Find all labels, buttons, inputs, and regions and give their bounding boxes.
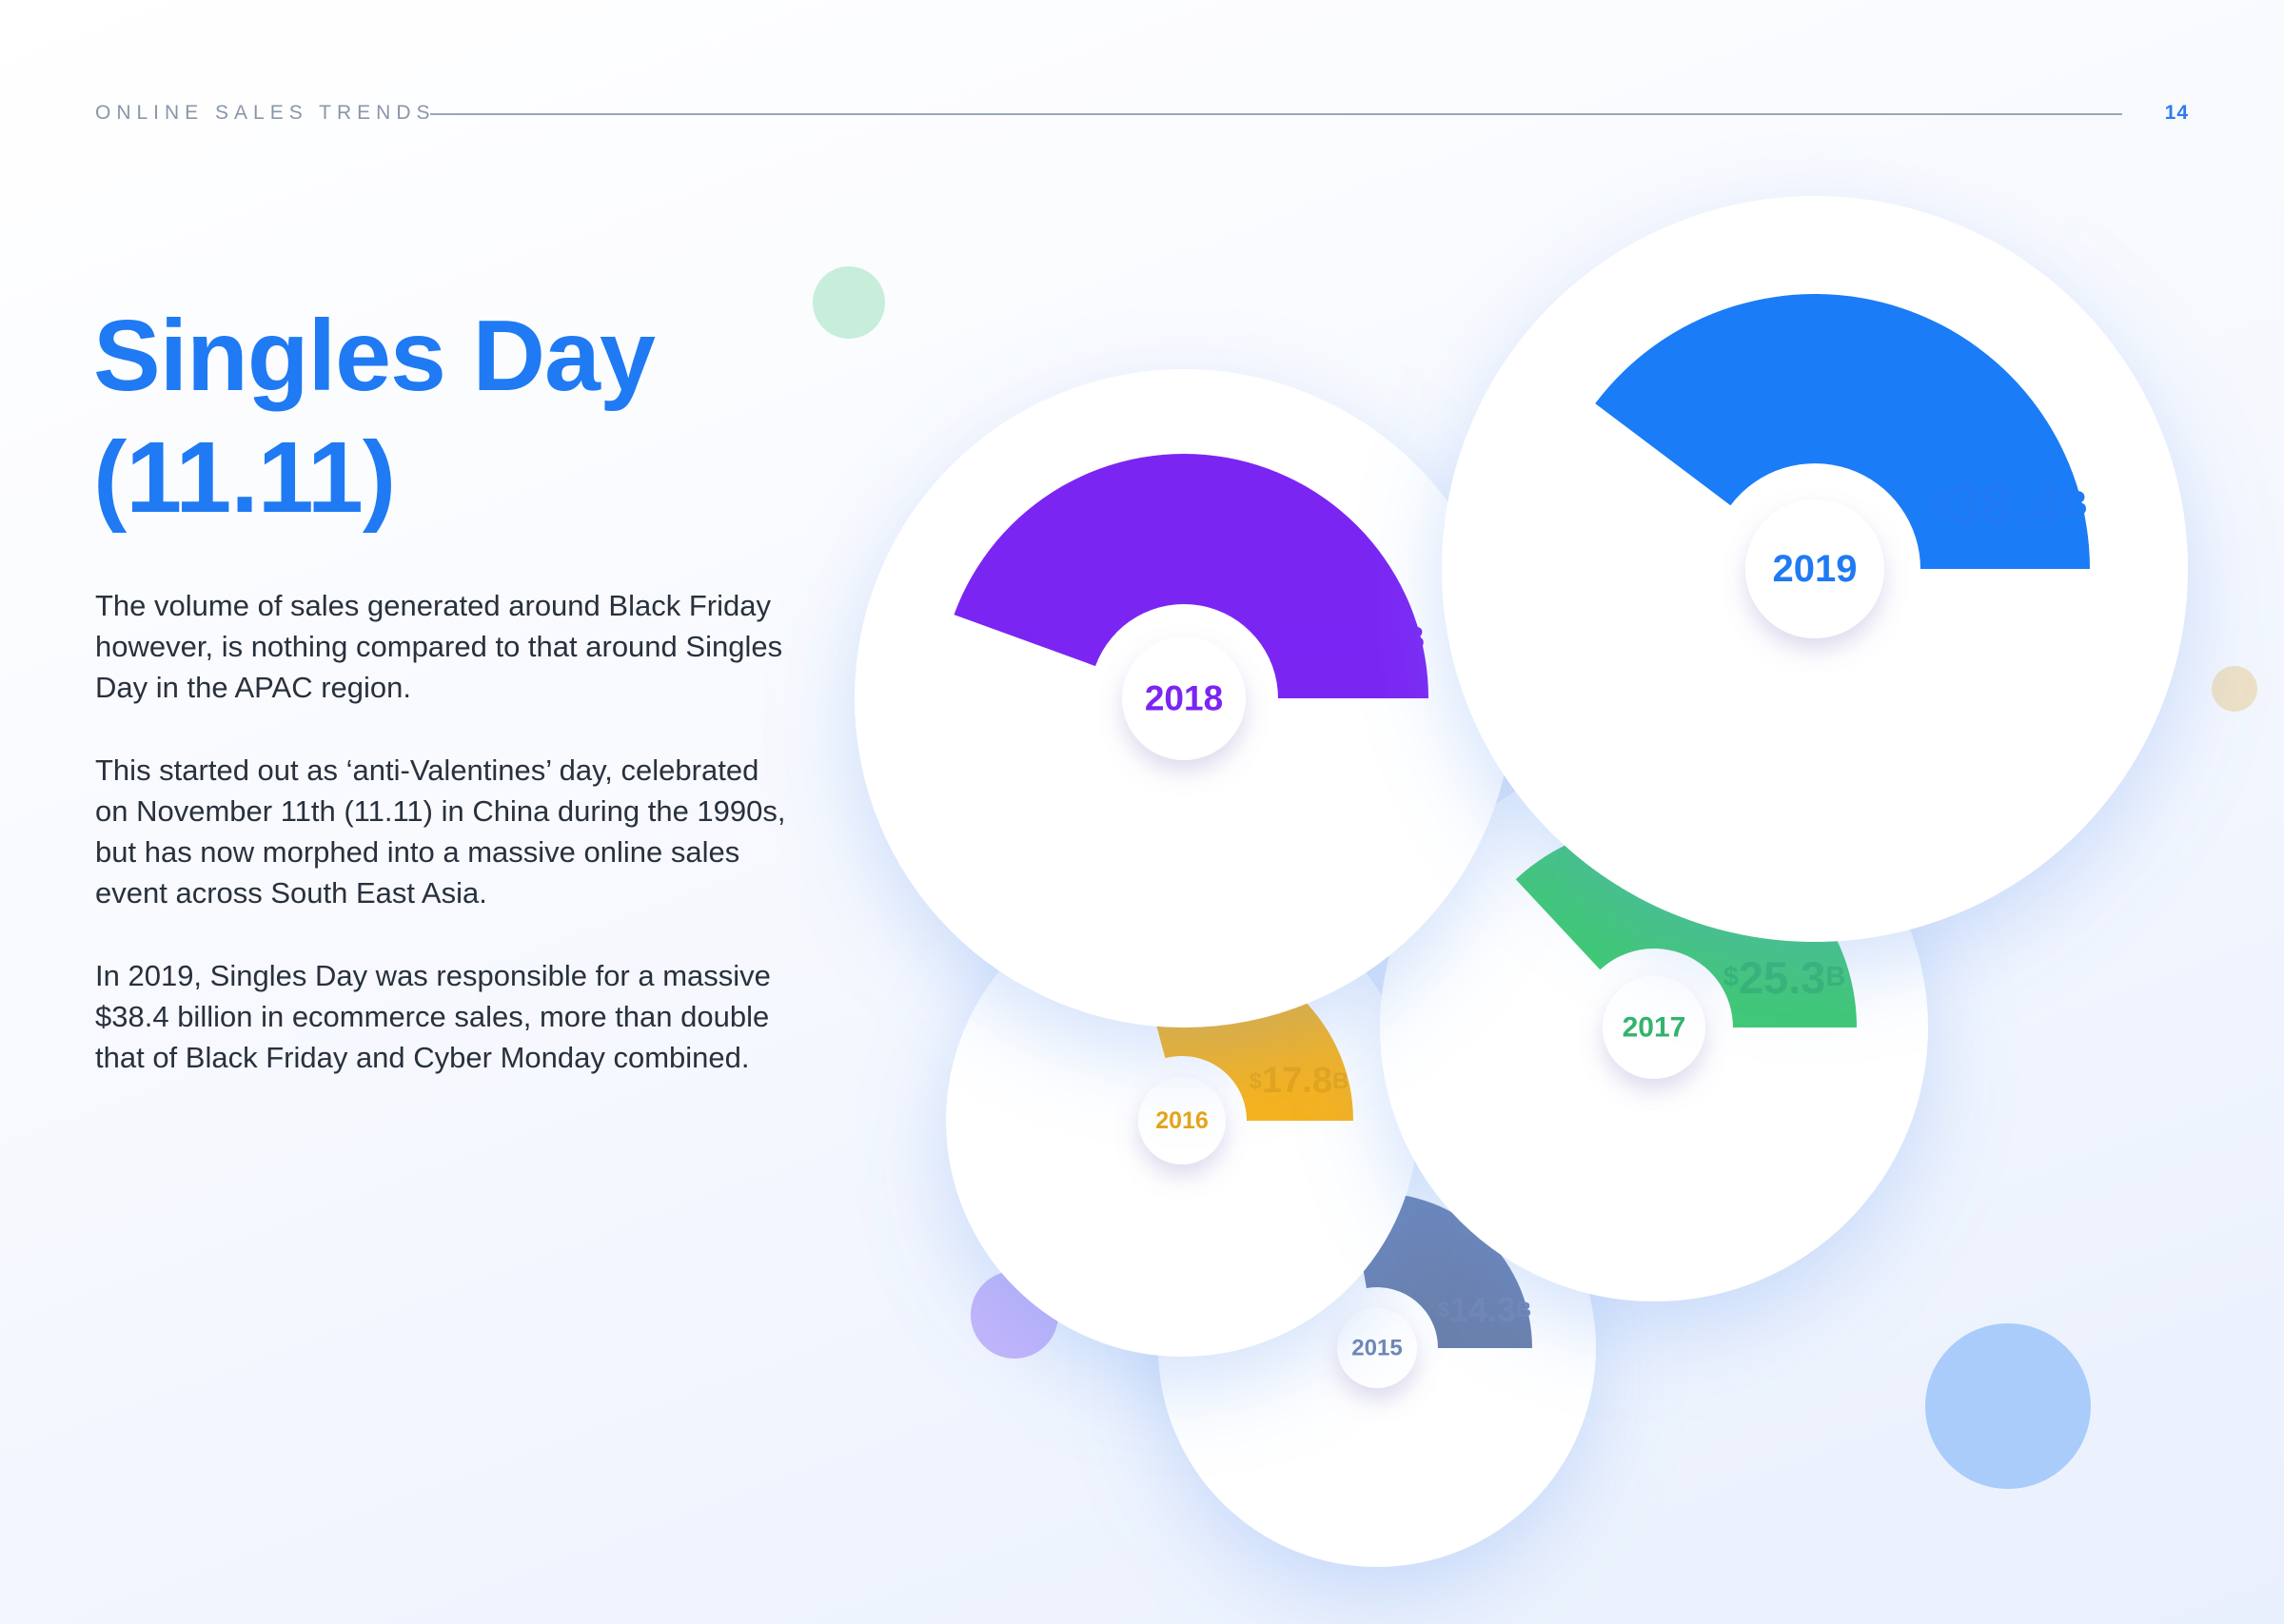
hub-2017: [1603, 976, 1705, 1079]
hub-2015: [1337, 1308, 1417, 1388]
year-label-2016: 2016: [1155, 1107, 1209, 1134]
year-label-2017: 2017: [1623, 1012, 1686, 1044]
donut-2018: 2018 $30.8B: [855, 369, 1513, 1027]
value-label-2019: $38.4B: [1928, 472, 2087, 537]
title-line-2: (11.11): [93, 421, 396, 534]
value-label-2016: $17.8B: [1250, 1061, 1349, 1101]
donut-2019: 2019 $38.4B: [1442, 196, 2188, 942]
donut-arc-2015: [1349, 1193, 1532, 1348]
value-label-2018: $30.8B: [1282, 609, 1426, 668]
bubble-blue: [1925, 1323, 2091, 1489]
year-label-2019: 2019: [1773, 548, 1858, 590]
value-label-2015: $14.3B: [1438, 1290, 1531, 1329]
section-label: ONLINE SALES TRENDS: [95, 102, 436, 124]
paragraph-3: In 2019, Singles Day was responsible for…: [95, 959, 771, 1074]
body-text: The volume of sales generated around Bla…: [95, 585, 799, 1120]
page-title: Singles Day (11.11): [93, 295, 656, 538]
page-header: ONLINE SALES TRENDS 14: [95, 99, 2189, 127]
donut-arc-2018: [954, 454, 1428, 698]
bubble-green: [813, 266, 885, 339]
bubble-beige: [2212, 666, 2257, 712]
title-line-1: Singles Day: [93, 300, 656, 412]
value-label-2017: $25.3B: [1723, 952, 1846, 1003]
donut-plates: 2015 $14.3B 2016 $17.8B 2017 $25.3B 2018 $30.8B…: [855, 196, 2188, 1567]
page-number: 14: [2164, 102, 2189, 124]
paragraph-1: The volume of sales generated around Bla…: [95, 589, 783, 704]
hub-2019: [1745, 499, 1884, 638]
header-divider: [430, 113, 2122, 115]
hub-2018: [1122, 636, 1246, 760]
year-label-2018: 2018: [1145, 679, 1223, 718]
year-label-2015: 2015: [1351, 1336, 1402, 1361]
paragraph-2: This started out as ‘anti-Valentines’ da…: [95, 753, 786, 910]
hub-2016: [1138, 1077, 1226, 1164]
donut-arc-2019: [1595, 294, 2090, 569]
decorative-bubbles: [813, 266, 2257, 1489]
